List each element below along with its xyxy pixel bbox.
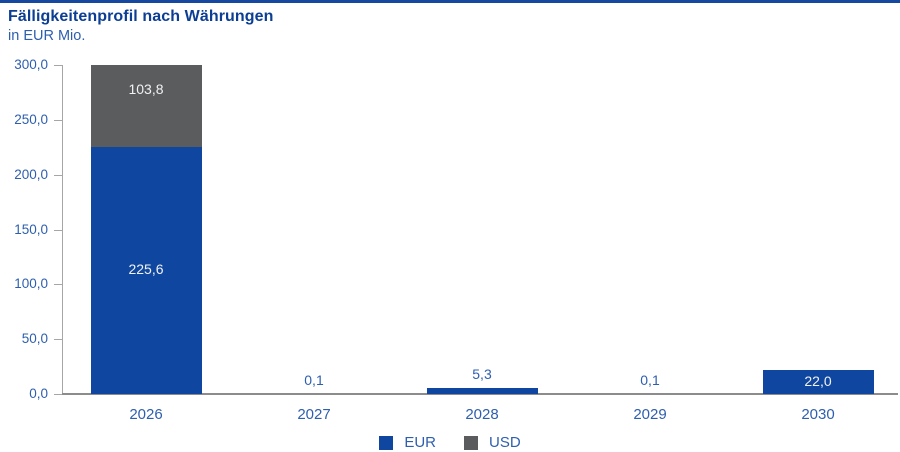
- chart-subtitle: in EUR Mio.: [8, 28, 86, 44]
- legend-label-eur: EUR: [404, 434, 436, 451]
- y-axis-tick: [54, 65, 62, 66]
- bar-segment-eur-2026: [91, 147, 202, 394]
- value-label-2029: 0,1: [640, 372, 660, 388]
- chart-header: Fälligkeitenprofil nach Währungen in EUR…: [8, 8, 274, 44]
- y-axis-tick-label: 300,0: [14, 57, 48, 72]
- y-axis-tick: [54, 284, 62, 285]
- value-label-eur-2026: 225,6: [128, 261, 164, 277]
- x-axis-label-2030: 2030: [801, 406, 835, 423]
- x-axis-label-2028: 2028: [465, 406, 499, 423]
- x-axis-label-2029: 2029: [633, 406, 667, 423]
- y-axis-tick-label: 50,0: [21, 331, 48, 346]
- y-axis-tick: [54, 175, 62, 176]
- x-axis-label-2026: 2026: [129, 406, 163, 423]
- x-axis-label-2027: 2027: [297, 406, 331, 423]
- legend-swatch-eur: [379, 435, 394, 450]
- y-axis-tick-label: 150,0: [14, 222, 48, 237]
- y-axis-tick-label: 0,0: [29, 386, 48, 401]
- y-axis-tick: [54, 230, 62, 231]
- x-axis-line: [62, 393, 898, 395]
- value-label-eur-2030: 22,0: [804, 373, 832, 389]
- y-axis-line: [62, 65, 63, 394]
- value-label-usd-2026: 103,8: [128, 81, 164, 97]
- legend-item-eur[interactable]: EUR: [379, 435, 436, 450]
- top-divider-rule: [0, 0, 900, 3]
- legend-label-usd: USD: [489, 434, 521, 451]
- y-axis-tick-label: 100,0: [14, 276, 48, 291]
- y-axis-tick-label: 250,0: [14, 112, 48, 127]
- chart-title: Fälligkeitenprofil nach Währungen: [8, 8, 274, 25]
- value-label-2028: 5,3: [472, 366, 492, 382]
- y-axis-tick: [54, 120, 62, 121]
- bar-segment-eur-2028: [427, 388, 538, 394]
- bar-segment-eur-2030: [763, 370, 874, 394]
- legend-item-usd[interactable]: USD: [464, 435, 521, 450]
- legend-swatch-usd: [464, 435, 478, 450]
- y-axis-tick: [54, 339, 62, 340]
- bar-segment-usd-2026: [91, 65, 202, 147]
- y-axis-tick-label: 200,0: [14, 167, 48, 182]
- y-axis-tick: [54, 394, 62, 395]
- value-label-2027: 0,1: [304, 372, 324, 388]
- legend: EUR USD: [0, 433, 900, 452]
